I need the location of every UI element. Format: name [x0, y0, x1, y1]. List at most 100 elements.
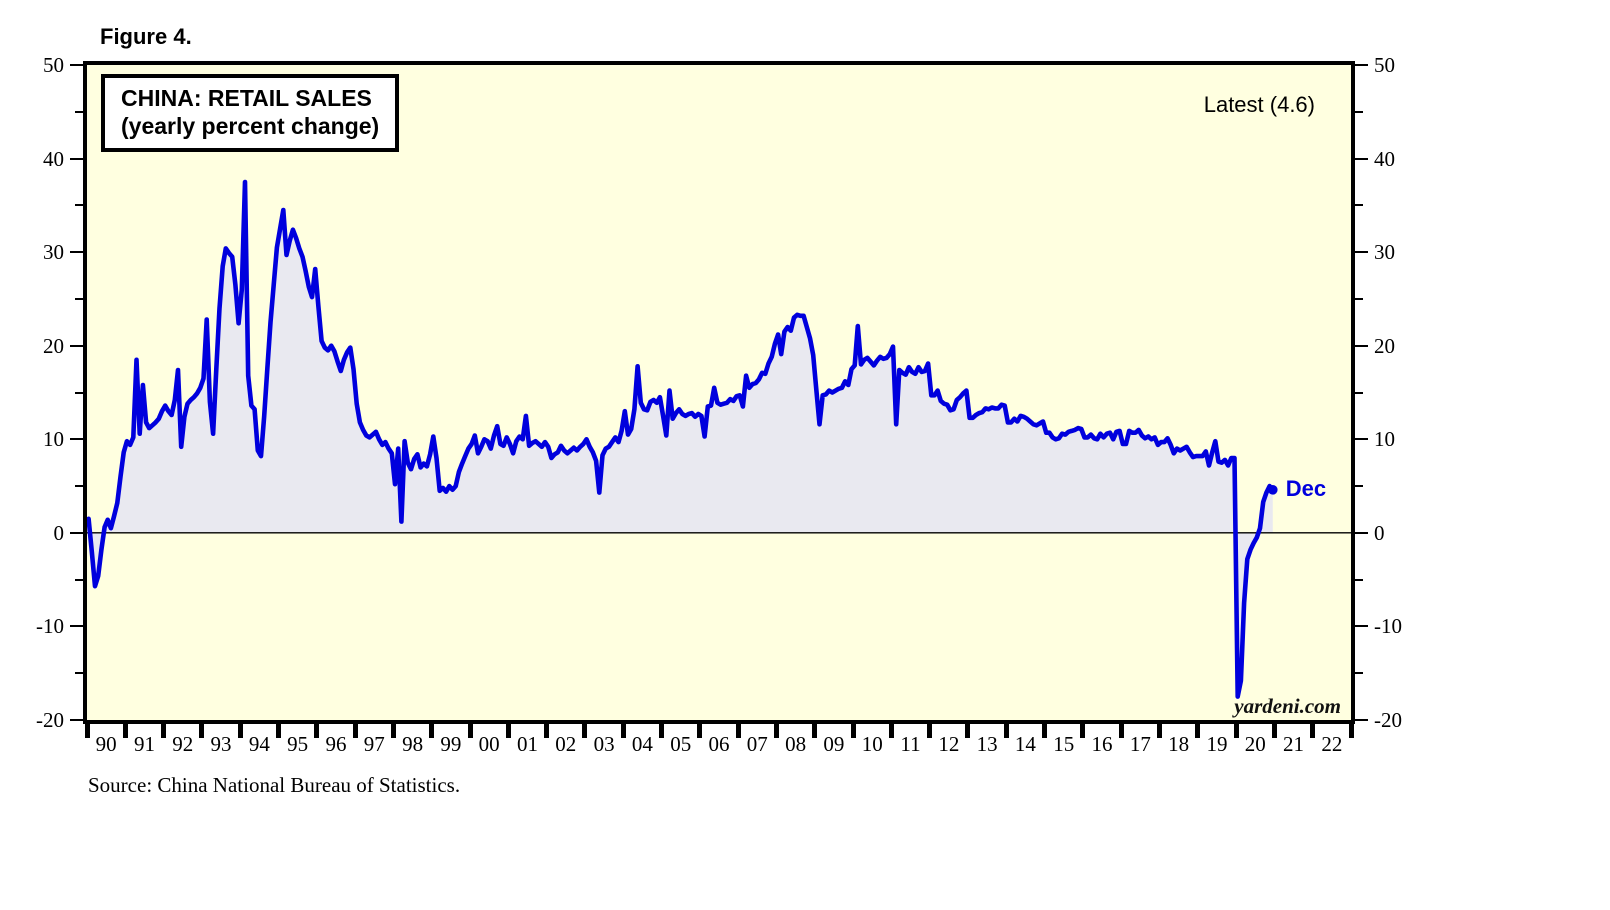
x-axis-tick [276, 724, 281, 738]
y-axis-tick-left [70, 531, 83, 534]
y-axis-tick-right [1355, 485, 1363, 488]
y-axis-label-left: 20 [43, 333, 64, 358]
x-axis-year-label: 11 [900, 732, 921, 756]
x-axis-year-label: 01 [516, 732, 538, 756]
x-axis-year-label: 99 [440, 732, 462, 756]
x-axis-tick [659, 724, 665, 738]
yardeni-watermark: yardeni.com [1234, 694, 1341, 718]
y-axis-tick-right [1355, 625, 1368, 628]
y-axis-label-right: -10 [1374, 614, 1402, 639]
retail-sales-line-chart [87, 179, 1351, 699]
y-axis-tick-right [1355, 251, 1368, 254]
chart-title: CHINA: RETAIL SALES [121, 85, 372, 111]
y-axis-tick-left [70, 251, 83, 254]
y-axis-label-right: -20 [1374, 708, 1402, 732]
x-axis-tick [1233, 724, 1239, 738]
x-axis-tick [544, 724, 550, 738]
x-axis-tick [582, 724, 588, 738]
x-axis-tick [1348, 724, 1354, 738]
y-axis-tick-right [1355, 531, 1368, 534]
x-axis-tick [161, 724, 167, 738]
x-axis-year-label: 92 [172, 732, 194, 756]
x-axis-year-label: 94 [248, 732, 270, 756]
x-axis-year-label: 13 [976, 732, 998, 756]
x-axis-year-label: 14 [1014, 732, 1036, 756]
y-axis-tick-right [1355, 110, 1363, 113]
x-axis-year-label: 90 [95, 732, 117, 756]
x-axis-year-label: 15 [1053, 732, 1075, 756]
x-axis-year-label: 06 [708, 732, 730, 756]
y-axis-label-right: 20 [1374, 333, 1395, 358]
x-axis-tick [1310, 724, 1316, 738]
y-axis-tick-left [75, 110, 83, 113]
x-axis-tick [1042, 724, 1048, 738]
x-axis-tick [1195, 724, 1201, 738]
series-line [87, 179, 1276, 699]
y-axis-tick-right [1355, 719, 1368, 721]
x-axis-year-label: 91 [133, 732, 155, 756]
x-axis-tick [735, 724, 741, 738]
y-axis-label-right: 50 [1374, 53, 1395, 77]
x-axis-year-label: 96 [325, 732, 347, 756]
x-axis-tick [620, 724, 626, 738]
x-axis-year-label: 00 [478, 732, 500, 756]
x-axis-year-label: 12 [938, 732, 960, 756]
y-axis-tick-right [1355, 578, 1363, 581]
y-axis-label-right: 10 [1374, 427, 1395, 452]
y-axis-label-left: 0 [53, 520, 65, 545]
x-axis-tick [773, 724, 779, 738]
x-axis-tick [467, 724, 473, 738]
y-axis-tick-right [1355, 157, 1368, 160]
x-axis-tick [390, 724, 396, 738]
x-axis-tick [314, 724, 320, 738]
y-axis-tick-left [75, 672, 83, 675]
x-axis-year-label: 07 [746, 732, 768, 756]
y-axis-label-right: 0 [1374, 520, 1385, 545]
x-axis-tick [850, 724, 856, 738]
x-axis-tick [237, 724, 243, 738]
x-axis-year-label: 10 [861, 732, 883, 756]
x-axis-year-label: 93 [210, 732, 232, 756]
x-axis-year-label: 18 [1168, 732, 1190, 756]
x-axis-year-label: 08 [785, 732, 807, 756]
x-axis-year-label: 22 [1321, 732, 1343, 756]
x-axis-year-label: 04 [631, 732, 653, 756]
y-axis-tick-left [70, 438, 83, 441]
last-point-dot [1267, 485, 1278, 495]
y-axis-label-right: 30 [1374, 240, 1395, 265]
x-axis-tick [199, 724, 205, 738]
y-axis-tick-right [1355, 672, 1363, 675]
last-point-label: Dec [1285, 475, 1327, 501]
x-axis-tick [1156, 724, 1162, 738]
x-axis-tick [1080, 724, 1086, 738]
y-axis-tick-left [70, 719, 83, 721]
x-axis-year-label: 09 [823, 732, 845, 756]
chart-subtitle: (yearly percent change) [121, 113, 380, 139]
y-axis-label-left: 30 [43, 240, 64, 265]
x-axis-tick [1271, 724, 1277, 738]
y-axis-tick-left [75, 578, 83, 581]
y-axis-tick-right [1355, 204, 1363, 207]
y-axis-tick-right [1355, 64, 1368, 66]
y-axis-tick-right [1355, 297, 1363, 300]
chart-plot-area: CHINA: RETAIL SALES (yearly percent chan… [83, 61, 1355, 724]
x-axis-tick [1003, 724, 1009, 738]
y-axis-tick-left [70, 64, 83, 66]
y-axis-label-right: 40 [1374, 146, 1395, 171]
y-axis-label-left: -10 [36, 614, 64, 639]
y-axis-label-left: -20 [36, 708, 64, 732]
x-axis-year-label: 17 [1129, 732, 1151, 756]
y-axis-label-left: 40 [43, 146, 64, 171]
y-axis-tick-left [70, 625, 83, 628]
x-axis-tick [352, 724, 358, 738]
x-axis-tick [888, 724, 894, 738]
x-axis-tick [812, 724, 818, 738]
figure-label: Figure 4. [100, 24, 192, 49]
x-axis-tick [927, 724, 933, 738]
latest-value-annotation: Latest (4.6) [1203, 92, 1315, 117]
y-axis-label-left: 50 [43, 53, 64, 77]
chart-canvas [87, 65, 1351, 720]
y-axis-tick-left [70, 157, 83, 160]
y-axis-tick-left [75, 485, 83, 488]
